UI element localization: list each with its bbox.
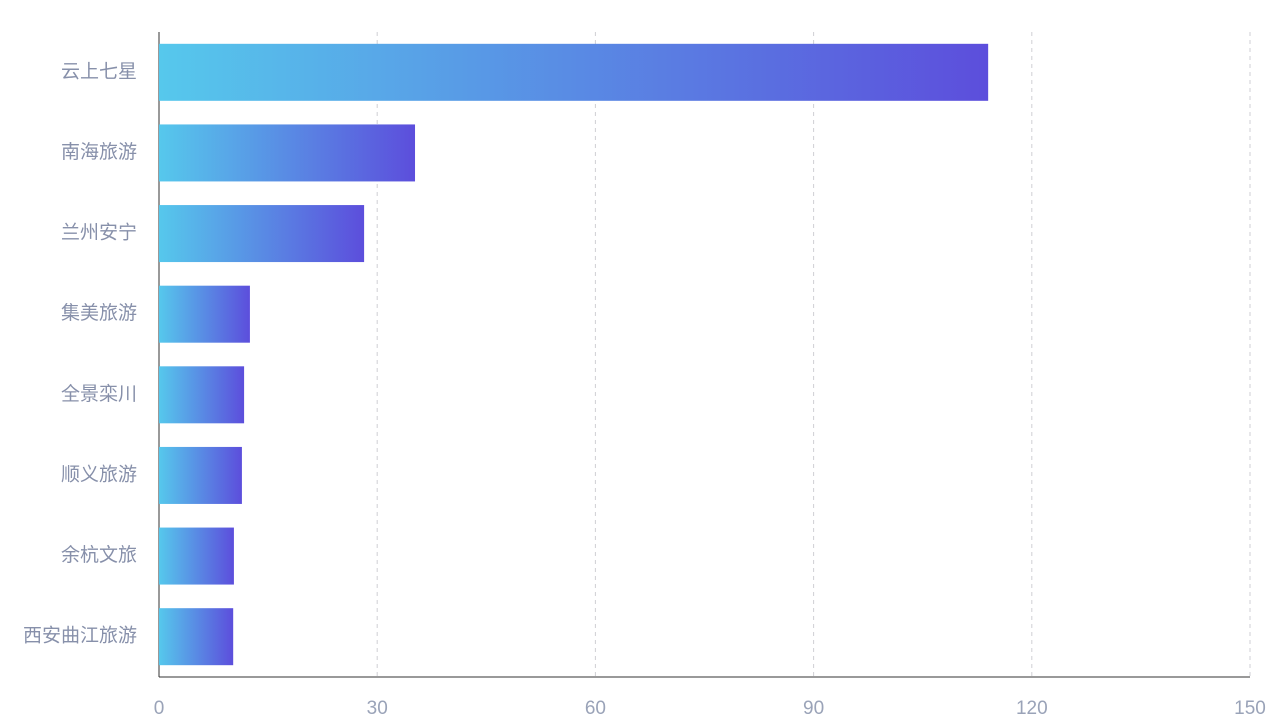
- bar: [159, 43, 989, 101]
- y-tick-label: 集美旅游: [61, 302, 137, 324]
- x-tick-label: 120: [1016, 698, 1048, 719]
- bar: [159, 366, 245, 424]
- y-tick-label: 全景栾川: [61, 383, 137, 405]
- x-tick-label: 0: [154, 698, 165, 719]
- y-tick-label: 西安曲江旅游: [23, 625, 137, 647]
- y-tick-label: 余杭文旅: [61, 544, 137, 566]
- bar: [159, 527, 234, 585]
- bar: [159, 205, 365, 263]
- x-tick-label: 150: [1234, 698, 1266, 719]
- y-tick-label: 南海旅游: [61, 141, 137, 163]
- y-tick-label: 顺义旅游: [61, 463, 137, 485]
- y-tick-label: 兰州安宁: [61, 222, 137, 244]
- bar: [159, 124, 416, 182]
- x-tick-label: 90: [803, 698, 824, 719]
- y-tick-label: 云上七星: [61, 60, 137, 82]
- x-tick-label: 60: [585, 698, 606, 719]
- bar: [159, 446, 242, 504]
- bar: [159, 608, 234, 666]
- bar: [159, 285, 250, 343]
- x-tick-label: 30: [367, 698, 388, 719]
